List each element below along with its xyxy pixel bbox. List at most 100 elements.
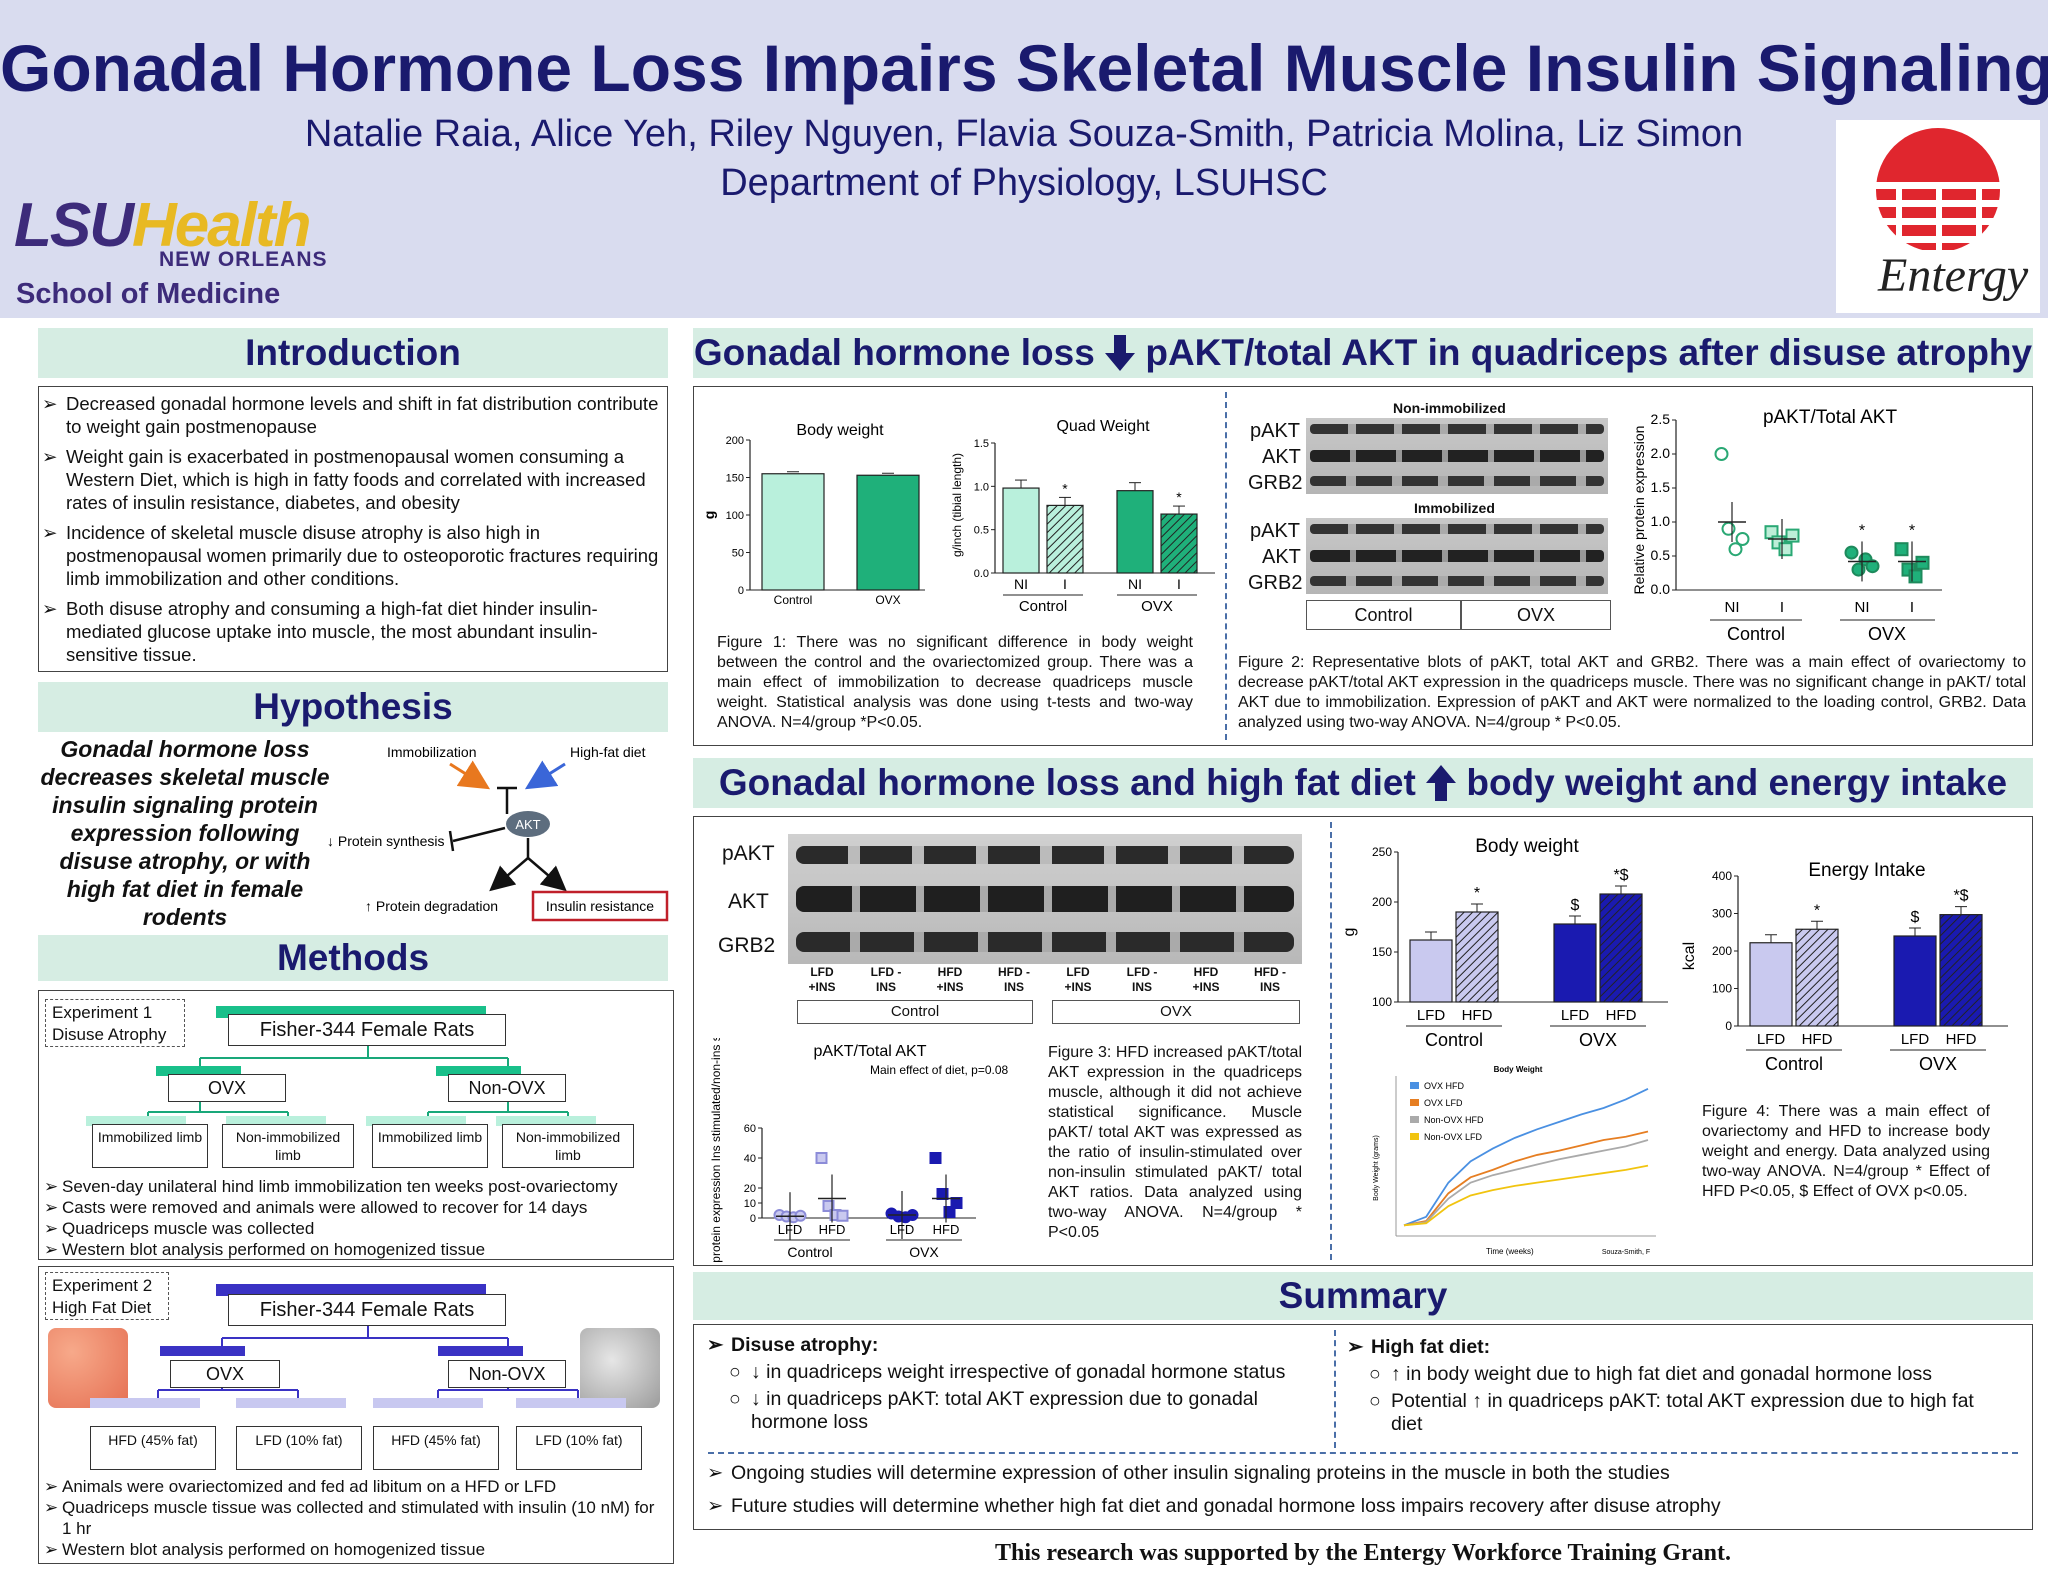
y-tick-label: 0 — [1725, 1019, 1732, 1033]
x-tick-label: LFD — [890, 1222, 915, 1237]
group-label: OVX — [1579, 1030, 1617, 1050]
y-tick-label: 250 — [1372, 845, 1392, 859]
akt-node — [506, 811, 550, 837]
y-tick-label: 2.5 — [1651, 411, 1671, 427]
fig3-caption: Figure 3: HFD increased pAKT/total AKT e… — [1048, 1044, 1302, 1241]
bar — [1893, 935, 1937, 1027]
summary-disuse-item-text: ↓ in quadriceps weight irrespective of g… — [751, 1361, 1286, 1383]
exp2-root-box: Fisher-344 Female Rats — [228, 1294, 506, 1326]
fig4-weight-curve-chart: Body Weight Time (weeks) Souza-Smith, F Bod… — [1368, 1058, 1668, 1258]
blot2-lane-label: LFD +INS — [1064, 965, 1092, 994]
data-point — [1865, 559, 1880, 574]
blot-group-ovx: OVX — [1461, 600, 1611, 630]
x-tick-label: HFD — [1802, 1031, 1833, 1048]
chart-subtitle: Main effect of diet, p=0.08 — [870, 1063, 1009, 1077]
chart-credit: Souza-Smith, F — [1602, 1249, 1650, 1256]
blot2-lane-label: HFD +INS — [1192, 965, 1220, 994]
blot2-lane-label: LFD +INS — [808, 965, 836, 994]
y-tick-label: 400 — [1712, 869, 1732, 883]
data-point — [1735, 532, 1750, 546]
up-arrow-icon — [1426, 764, 1457, 801]
summary-hfd: ➢ High fat diet: ○ ↑ in body weight due to… — [1345, 1336, 2005, 1436]
exp1-leaf-box: Non-immobilized limb — [222, 1124, 354, 1168]
bar — [1116, 490, 1154, 574]
significance-marker: * — [1859, 522, 1865, 539]
y-tick-label: 100 — [726, 510, 744, 522]
chart-title: Energy Intake — [1808, 860, 1925, 881]
summary-future-text: Future studies will determine whether hi… — [731, 1495, 1721, 1517]
group-label: Control — [1425, 1030, 1483, 1050]
summary-hfd-title: ➢ High fat diet: — [1347, 1336, 1491, 1358]
y-tick-label: 1.0 — [1651, 513, 1671, 529]
exp1-leaf-box: Immobilized limb — [372, 1124, 488, 1168]
hypothesis-text: Gonadal hormone loss decreases skeletal … — [40, 736, 330, 930]
bar — [856, 474, 920, 591]
summary-hfd-item-text: Potential ↑ in quadriceps pAKT: total AK… — [1391, 1390, 1974, 1435]
fig4-energy-intake-chart: 0 100 200 300 400 Energy Intake kcal LFD * HFD $ LF… — [1681, 860, 2008, 1074]
blot-row-label: pAKT — [1250, 420, 1301, 442]
result1-divider — [1225, 392, 1227, 740]
hypothesis-heading: Hypothesis — [38, 682, 668, 732]
x-tick-label: I — [1780, 599, 1784, 616]
result2-heading: Gonadal hormone loss and high fat diet b… — [693, 758, 2033, 808]
exp1-ovx-box: OVX — [168, 1074, 286, 1102]
exp2-label: Experiment 2 High Fat Diet — [45, 1272, 169, 1320]
diagram-protein-synthesis: ↓ Protein synthesis — [327, 833, 445, 849]
x-tick-label: I — [1910, 599, 1914, 616]
significance-marker: * — [1062, 480, 1068, 496]
bar — [1599, 893, 1643, 1003]
y-tick-label: 0.0 — [1651, 581, 1671, 597]
significance-marker: * — [1176, 489, 1182, 505]
summary-disuse-title-text: Disuse atrophy: — [731, 1334, 879, 1356]
fig4-caption: Figure 4: There was a main effect of ova… — [1702, 1103, 1990, 1200]
x-tick-label: OVX — [875, 593, 900, 607]
result1-title-right: pAKT/total AKT in quadriceps after disus… — [1145, 332, 2033, 373]
y-tick-label: 0.0 — [974, 568, 989, 580]
bar — [1046, 504, 1084, 574]
y-tick-label: 200 — [1712, 944, 1732, 958]
summary-disuse-item: ○ ↓ in quadriceps pAKT: total AKT express… — [729, 1388, 1258, 1433]
significance-marker: *$ — [1953, 888, 1968, 905]
chart-title: pAKT/Total AKT — [1763, 407, 1898, 428]
exp1-root-box: Fisher-344 Female Rats — [228, 1014, 506, 1046]
data-point — [1778, 542, 1793, 557]
summary-future-item: ➢ Ongoing studies will determine expressi… — [707, 1462, 1670, 1484]
entergy-sun-icon — [1866, 128, 2010, 252]
exp2-leaf-box: HFD (45% fat) — [373, 1426, 499, 1470]
summary-disuse-title: ➢ Disuse atrophy: — [707, 1334, 879, 1356]
x-tick-label: LFD — [1561, 1007, 1590, 1024]
data-point — [815, 1152, 828, 1164]
exp1-bullet: Casts were removed and animals were allo… — [44, 1197, 668, 1218]
y-tick-label: 0.5 — [1651, 547, 1671, 563]
x-tick-label: NI — [1725, 599, 1740, 616]
group-label: OVX — [1141, 598, 1173, 615]
data-point — [1721, 521, 1736, 536]
intro-bullet: Incidence of skeletal muscle disuse atro… — [38, 521, 664, 590]
funding-footer: This research was supported by the Enter… — [994, 1540, 1732, 1566]
lsu-logo-word2: Health — [132, 191, 311, 260]
bar — [1553, 923, 1597, 1003]
summary-hfd-title-text: High fat diet: — [1371, 1336, 1491, 1358]
fig2-caption: Figure 2: Representative blots of pAKT, … — [1238, 654, 2026, 731]
data-point — [950, 1197, 963, 1209]
fig1-body-weight-chart: 0 50 100 150 200 Body weight g Control OVX — [701, 422, 925, 607]
blot2-row-label: AKT — [728, 890, 769, 913]
x-tick-label: HFD — [933, 1222, 960, 1237]
chart-title: Body Weight — [1494, 1065, 1543, 1074]
group-label: Control — [787, 1244, 832, 1260]
summary-hfd-item: ○ Potential ↑ in quadriceps pAKT: total A… — [1369, 1390, 1974, 1435]
exp1-nonovx-box: Non-OVX — [448, 1074, 566, 1102]
diagram-akt-label: AKT — [515, 817, 540, 832]
significance-marker: $ — [1571, 897, 1580, 914]
data-point — [943, 1206, 956, 1218]
result2-title-right: body weight and energy intake — [1466, 762, 2008, 803]
data-point — [1915, 555, 1930, 570]
y-tick-label: 1.5 — [1651, 479, 1671, 495]
x-tick-label: I — [1177, 576, 1181, 592]
summary-divider-h — [708, 1452, 2018, 1454]
blot2-lane-label: HFD -INS — [998, 965, 1030, 994]
y-tick-label: 300 — [1712, 907, 1732, 921]
series-line — [1403, 1139, 1649, 1227]
akt-pathway-diagram: Immobilization High-fat diet AKT ↓ Prote… — [327, 744, 669, 922]
x-axis-label: Time (weeks) — [1486, 1247, 1534, 1256]
